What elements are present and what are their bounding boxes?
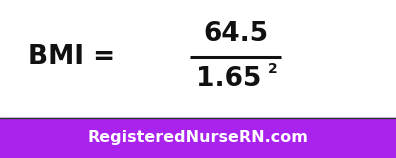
- Text: 1.65: 1.65: [196, 66, 261, 92]
- Text: 64.5: 64.5: [203, 21, 268, 47]
- Text: BMI =: BMI =: [28, 43, 115, 70]
- Bar: [0, 118, 396, 158]
- Text: RegisteredNurseRN.com: RegisteredNurseRN.com: [88, 130, 308, 145]
- Text: 2: 2: [268, 62, 278, 76]
